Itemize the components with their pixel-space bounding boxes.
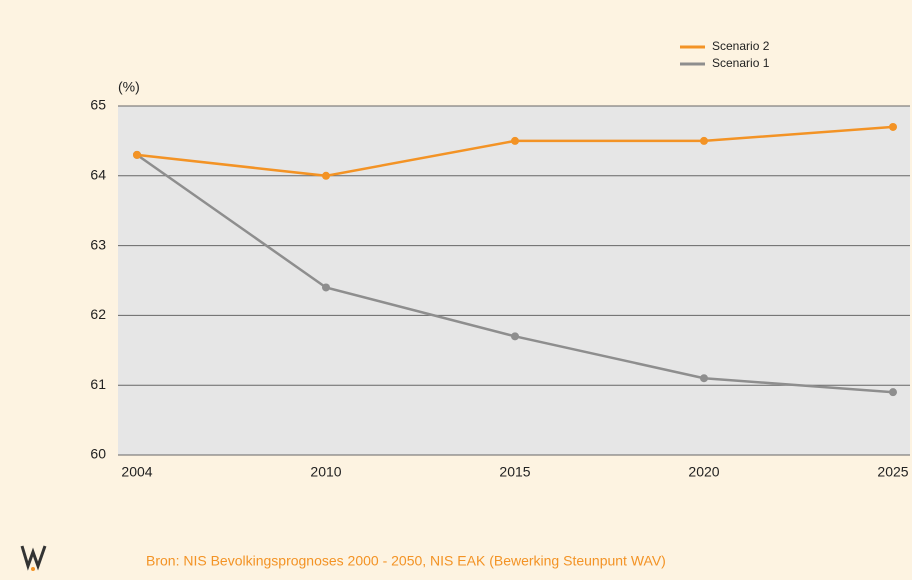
legend-label: Scenario 2 [712, 39, 770, 53]
logo-dot [31, 567, 35, 571]
x-tick-label: 2004 [121, 464, 152, 480]
y-tick-label: 65 [90, 97, 106, 113]
y-tick-label: 64 [90, 167, 106, 183]
point [322, 171, 330, 180]
point [133, 150, 141, 159]
point [511, 332, 519, 341]
point [700, 136, 708, 145]
y-tick-label: 63 [90, 236, 106, 252]
point [889, 388, 897, 397]
logo [20, 545, 47, 571]
x-tick-label: 2015 [499, 464, 530, 480]
x-tick-label: 2020 [688, 464, 719, 480]
x-tick-label: 2025 [877, 464, 908, 480]
y-tick-label: 61 [90, 376, 106, 392]
y-axis-label: (%) [118, 79, 140, 95]
y-tick-label: 60 [90, 446, 106, 462]
y-tick-label: 62 [90, 306, 106, 322]
plot-area [118, 106, 910, 455]
point [511, 136, 519, 145]
point [322, 283, 330, 292]
legend-label: Scenario 1 [712, 56, 770, 70]
point [700, 374, 708, 383]
x-tick-label: 2010 [310, 464, 341, 480]
source: Bron: NIS Bevolkingsprognoses 2000 - 205… [146, 553, 666, 569]
point [889, 122, 897, 131]
